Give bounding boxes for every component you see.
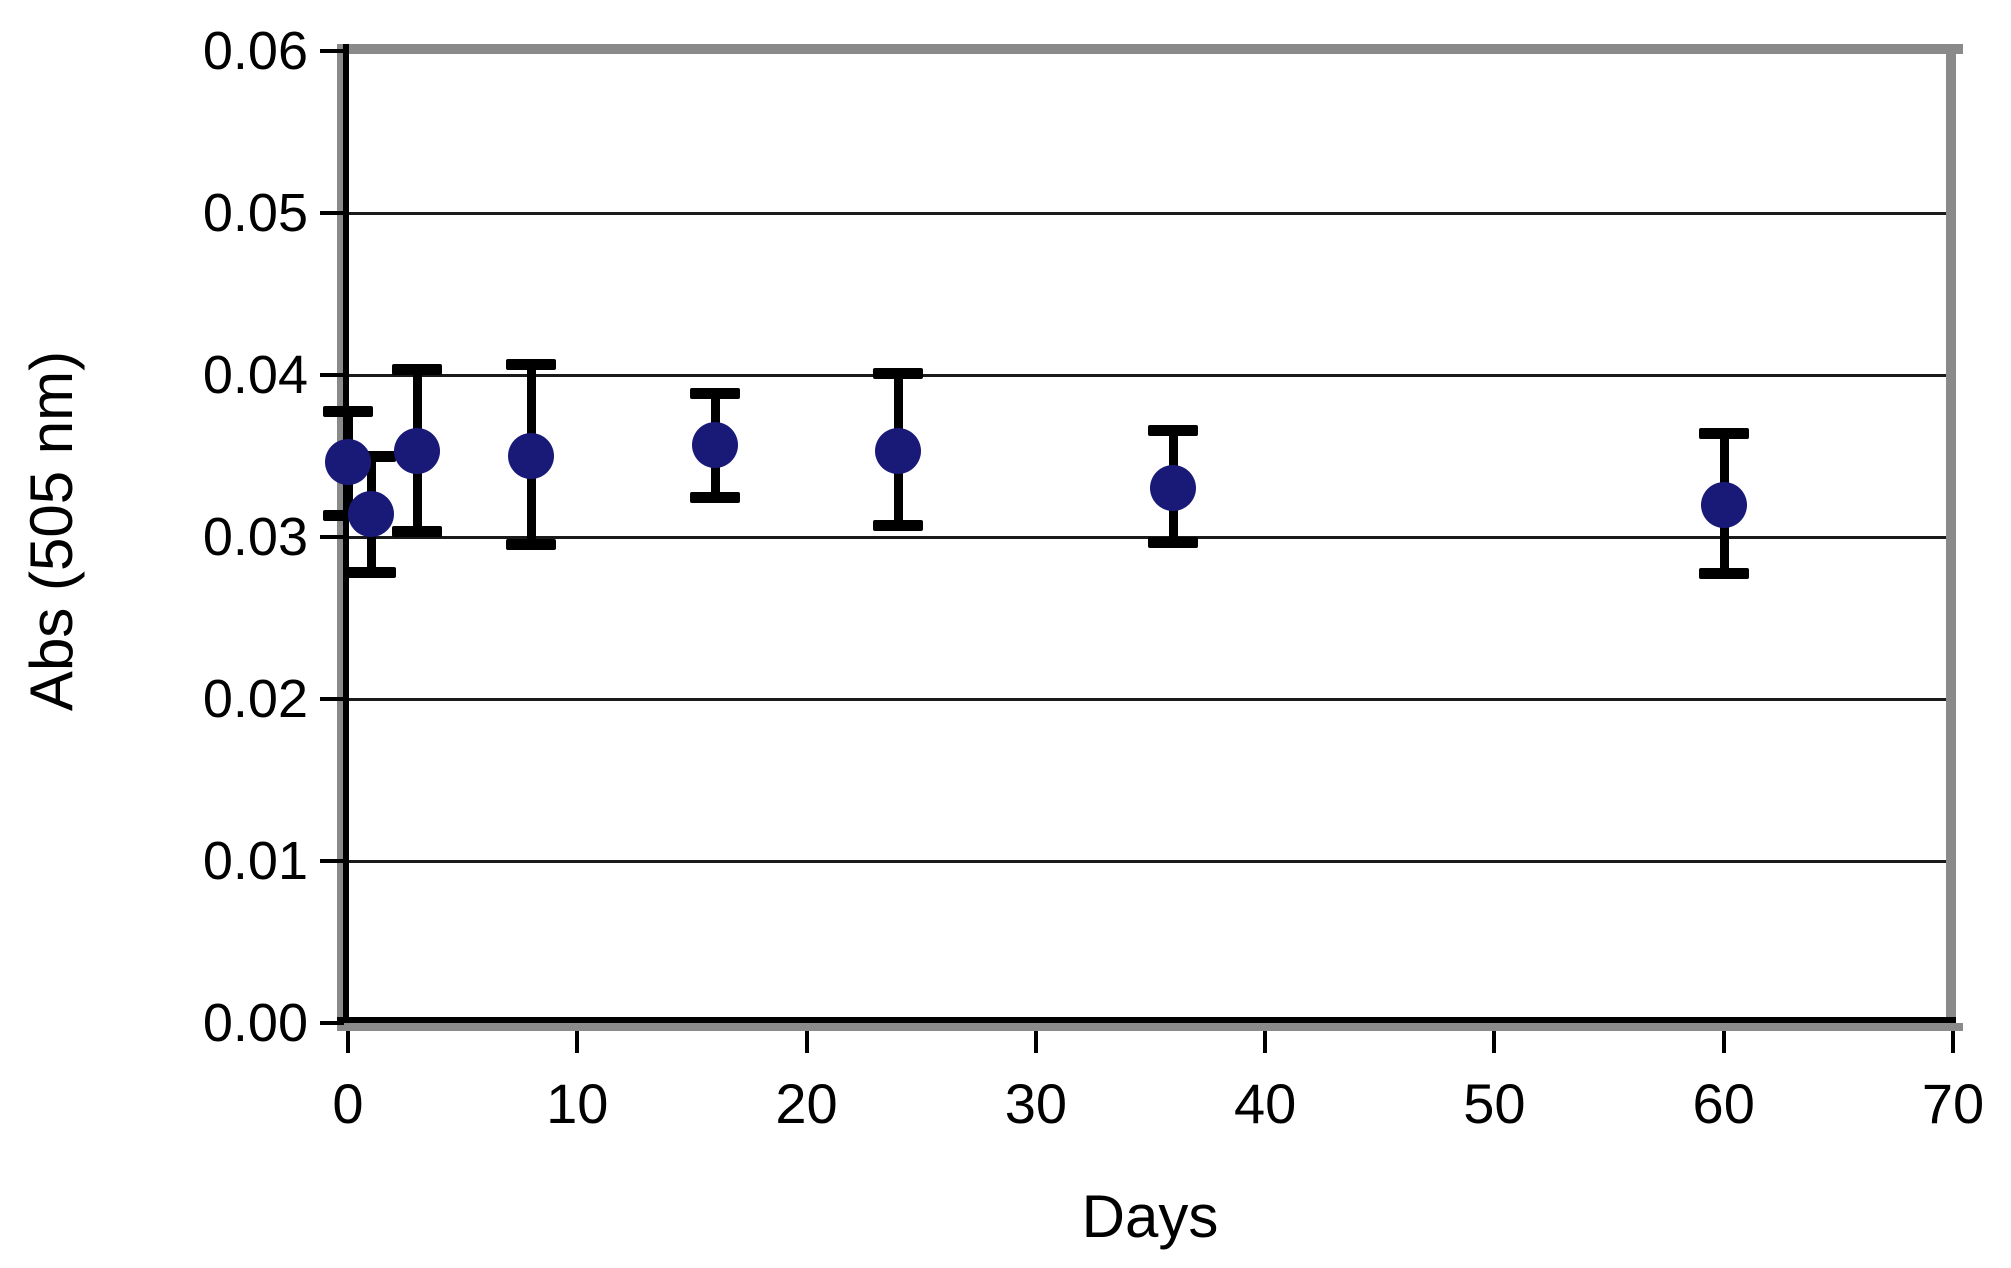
data-point-marker <box>508 433 555 479</box>
error-bar-cap-bottom <box>506 539 557 551</box>
error-bar-cap-top <box>391 363 442 375</box>
y-tick <box>320 49 344 53</box>
error-bar-cap-bottom <box>1148 537 1199 549</box>
error-bar-cap-top <box>689 387 740 399</box>
x-tick-label: 60 <box>1692 1072 1755 1135</box>
data-point-marker <box>1700 481 1747 528</box>
y-tick-label: 0.06 <box>202 21 308 81</box>
x-tick-label: 40 <box>1233 1072 1297 1135</box>
x-tick-label: 0 <box>332 1072 364 1135</box>
x-tick <box>1951 1031 1955 1053</box>
x-tick <box>1721 1031 1726 1053</box>
data-point-marker <box>393 428 440 475</box>
data-point-marker <box>1150 465 1197 512</box>
x-tick <box>1033 1031 1038 1053</box>
error-bar-cap-top <box>1698 428 1749 440</box>
gridline <box>348 212 1953 215</box>
x-tick <box>804 1031 809 1053</box>
axis-line-left <box>343 44 349 1030</box>
error-bar-cap-top <box>323 405 373 417</box>
y-tick <box>320 211 344 215</box>
error-bar-cap-bottom <box>873 519 924 531</box>
y-tick <box>320 373 344 377</box>
x-tick-label: 70 <box>1921 1072 1985 1135</box>
y-tick <box>320 697 344 701</box>
y-tick-label: 0.01 <box>202 831 308 891</box>
x-tick <box>575 1031 580 1053</box>
data-point-marker <box>325 439 371 486</box>
y-tick-label: 0.04 <box>202 345 308 405</box>
error-bar-cap-top <box>345 451 396 462</box>
gridline <box>348 860 1953 863</box>
gridline <box>348 374 1953 377</box>
plot-border-top <box>348 44 1963 54</box>
y-tick <box>320 535 344 539</box>
error-bar-cap-bottom <box>1698 568 1749 580</box>
x-tick <box>346 1031 350 1053</box>
data-point-marker <box>691 421 738 468</box>
error-bar-cap-bottom <box>345 566 396 578</box>
x-tick-label: 20 <box>775 1072 838 1135</box>
error-bar-cap-bottom <box>391 526 442 538</box>
x-tick <box>1263 1031 1268 1053</box>
axis-line-bottom <box>337 1017 1956 1023</box>
error-bar-cap-top <box>873 368 924 380</box>
y-tick-label: 0.02 <box>202 669 308 729</box>
y-tick-label: 0.00 <box>202 993 308 1053</box>
y-tick <box>320 1021 344 1025</box>
axis-bottom-shadow <box>337 1023 1963 1031</box>
error-bar-cap-top <box>1148 425 1199 437</box>
y-tick <box>320 859 344 863</box>
plot-border-right <box>1946 44 1956 1031</box>
x-tick-label: 50 <box>1463 1072 1526 1135</box>
x-tick <box>1492 1031 1497 1053</box>
x-tick-label: 30 <box>1004 1072 1067 1135</box>
x-tick-label: 10 <box>546 1072 609 1135</box>
data-point-marker <box>875 428 922 475</box>
data-point-marker <box>347 491 394 538</box>
gridline <box>348 698 1953 701</box>
y-tick-label: 0.05 <box>202 183 308 243</box>
error-bar-cap-bottom <box>689 492 740 504</box>
y-tick-label: 0.03 <box>202 507 308 567</box>
error-bar-cap-top <box>506 358 557 370</box>
x-axis-title: Days <box>1081 1183 1219 1250</box>
